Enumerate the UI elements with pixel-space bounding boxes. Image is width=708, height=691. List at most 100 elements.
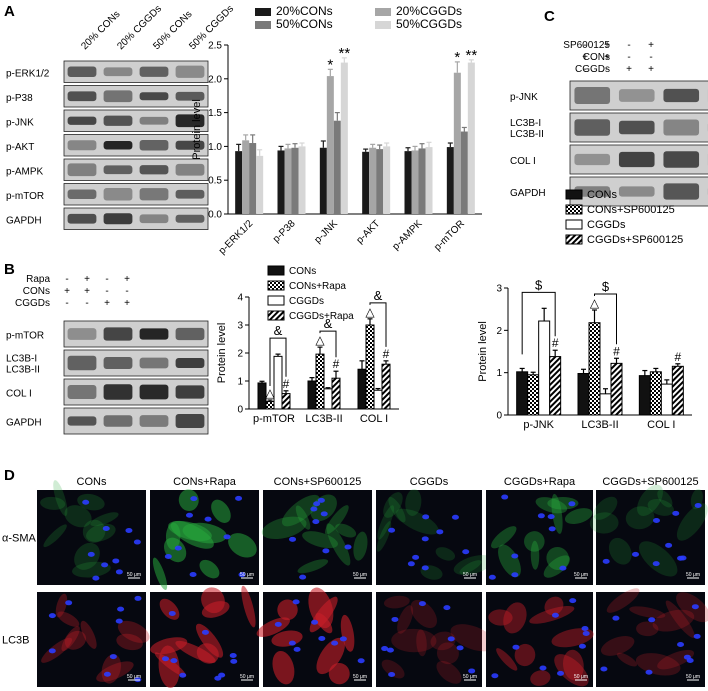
stain-signal (40, 496, 66, 510)
stain-signal (383, 595, 410, 609)
stain-signal (430, 631, 456, 651)
blot-band (175, 65, 205, 78)
blot-band (67, 163, 97, 177)
blot-band (139, 140, 169, 151)
stain-signal (150, 637, 188, 655)
comparison-mark: & (374, 288, 383, 303)
nucleus (551, 612, 559, 618)
bar (365, 324, 375, 410)
nucleus (388, 671, 396, 677)
stain-signal (377, 505, 395, 540)
nucleus (82, 499, 90, 505)
legend-swatch (565, 219, 583, 230)
nucleus (652, 561, 660, 567)
condition-sign: - (583, 40, 586, 51)
stain-signal (635, 653, 681, 676)
bar (277, 150, 285, 214)
nucleus (288, 640, 296, 646)
stain-signal (589, 512, 619, 534)
blot-label: p-JNK (510, 92, 538, 103)
nucleus (694, 503, 702, 509)
blot-strip (63, 134, 209, 157)
blot-strip (63, 183, 209, 206)
nucleus (357, 658, 365, 664)
significance-mark: * (454, 49, 460, 66)
nucleus (204, 516, 212, 522)
condition-sign: + (124, 298, 130, 309)
nucleus (223, 534, 231, 540)
nucleus (600, 666, 608, 672)
nucleus (488, 574, 496, 580)
legend-label: 50%CONs (276, 17, 333, 31)
legend-label: CGGDs+SP600125 (587, 234, 683, 246)
bar (284, 148, 292, 214)
stain-signal (64, 505, 92, 528)
blot-band (574, 119, 611, 136)
blot-label: p-P38 (6, 93, 33, 104)
blot-label: COL I (510, 156, 536, 167)
condition-sign: - (65, 274, 68, 285)
y-tick-label: 1 (496, 368, 502, 379)
significance-mark: # (333, 357, 340, 371)
comparison-mark: $ (602, 279, 610, 294)
blot-band (175, 91, 205, 101)
legend-label: CONs (587, 189, 617, 201)
bar (315, 353, 325, 410)
micrograph-tile (486, 490, 593, 585)
comparison-mark: & (274, 323, 283, 338)
bar (446, 147, 454, 214)
legend-label: CGGDs+Rapa (289, 311, 354, 322)
significance-mark: # (283, 377, 290, 391)
nucleus (421, 536, 429, 542)
stain-signal (116, 633, 143, 651)
stain-signal (416, 629, 427, 657)
blot-band (663, 119, 700, 136)
blot-band (67, 213, 97, 224)
blot-band (139, 415, 169, 427)
stain-signal (529, 606, 575, 624)
blot-strip (63, 85, 209, 108)
stain-signal (277, 599, 298, 621)
nucleus (92, 575, 100, 581)
nucleus (48, 613, 56, 619)
bar (291, 147, 299, 214)
blot-band (103, 213, 133, 225)
nucleus (451, 514, 459, 520)
micrograph-row-label: LC3B (2, 635, 30, 647)
nucleus (344, 544, 352, 550)
legend-label: CONs (289, 266, 316, 277)
nucleus (293, 646, 301, 652)
nucleus (568, 501, 576, 507)
x-tick-label: p-AKT (354, 218, 382, 246)
stain-signal (308, 587, 334, 629)
blot-band (103, 165, 133, 175)
scale-bar-label: 50 μm (240, 572, 254, 578)
stain-signal (410, 599, 437, 629)
nucleus (548, 526, 556, 532)
stain-signal (514, 643, 536, 667)
nucleus (421, 565, 429, 571)
nucleus (164, 553, 172, 559)
nucleus (672, 510, 680, 516)
stain-signal (397, 605, 414, 634)
stain-signal (503, 602, 527, 634)
blot-band (139, 328, 169, 340)
blot-strip (63, 158, 209, 181)
condition-label: CGGDs (575, 64, 610, 75)
stain-signal (53, 480, 68, 517)
stain-signal (544, 596, 564, 616)
blot-band (67, 416, 97, 426)
legend-swatch (375, 21, 391, 29)
x-tick-label: p-AMPK (391, 218, 425, 252)
nucleus (512, 644, 520, 650)
scale-bar-label: 50 μm (240, 674, 254, 680)
micrograph-tile (37, 592, 146, 687)
stain-signal (396, 508, 439, 535)
y-tick-label: 2 (237, 349, 243, 360)
significance-mark: ** (465, 47, 477, 64)
bar (404, 151, 412, 214)
blot-band (139, 357, 169, 369)
y-tick-label: 1.5 (208, 108, 222, 119)
stain-signal (638, 541, 678, 577)
bar (323, 388, 333, 410)
